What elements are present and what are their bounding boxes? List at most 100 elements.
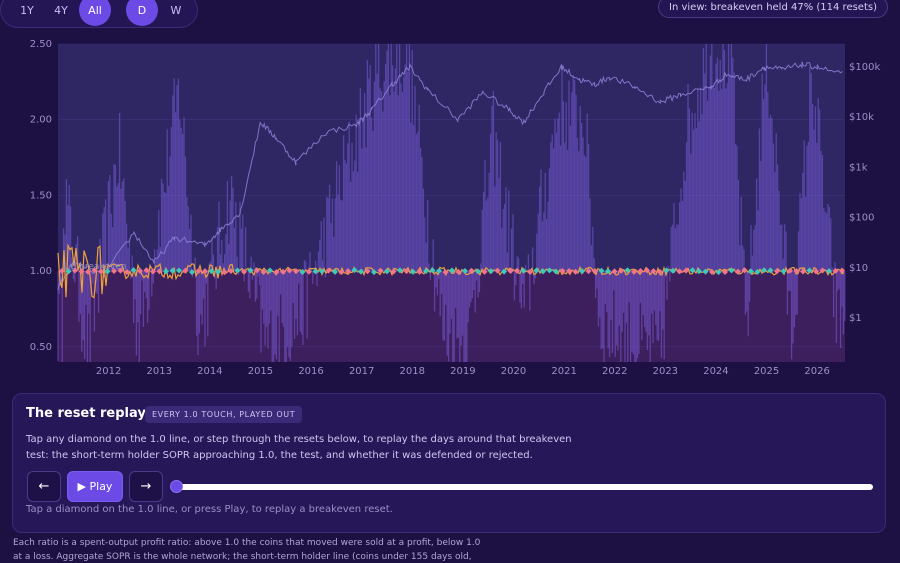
reset-diamond	[631, 268, 637, 275]
reset-diamond	[806, 267, 813, 274]
reset-diamond	[176, 267, 182, 274]
reset-diamond	[189, 269, 195, 276]
reset-diamond	[650, 268, 657, 275]
reset-replay-panel: The reset replay EVERY 1.0 TOUCH, PLAYED…	[12, 393, 886, 533]
reset-diamond	[702, 268, 709, 275]
reset-diamond	[728, 267, 735, 274]
breakeven-label: 1.0 breakeven	[62, 262, 126, 272]
reset-diamond	[280, 268, 286, 275]
reset-diamond	[332, 268, 338, 275]
reset-diamond	[637, 267, 644, 274]
range-all-button[interactable]: All	[79, 0, 111, 26]
reset-diamond	[722, 269, 728, 276]
reset-diamond	[429, 267, 436, 274]
price-tick-label: $100	[849, 213, 874, 224]
sopr-chart: 2.50 2.00 1.50 1.00 0.50 $100k $10k $1k $100 $10…	[0, 34, 900, 384]
reset-diamond	[689, 267, 696, 274]
reset-diamond	[813, 268, 819, 275]
reset-diamond	[143, 267, 150, 274]
range-selector: 1Y 4Y All	[0, 0, 198, 28]
reset-diamond	[761, 267, 767, 274]
period-weekly-button[interactable]: W	[170, 3, 182, 17]
in-view-summary-badge: In view: breakeven held 47% (114 resets)	[658, 0, 888, 18]
reset-diamond	[514, 267, 520, 274]
range-1y-button[interactable]: 1Y	[20, 3, 34, 17]
x-tick-label: 2015	[248, 366, 273, 377]
reset-diamond	[592, 268, 598, 275]
x-tick-label: 2013	[146, 366, 171, 377]
reset-diamond	[611, 268, 618, 275]
reset-diamond	[767, 267, 774, 274]
y-tick-label: 1.00	[30, 266, 52, 277]
price-tick-label: $10	[849, 263, 868, 274]
reset-diamond	[533, 267, 540, 274]
reset-diamond	[130, 267, 137, 274]
reset-diamond	[390, 268, 397, 275]
replay-title: The reset replay	[26, 406, 146, 421]
reset-diamond	[312, 268, 319, 275]
reset-diamond	[117, 267, 124, 274]
reset-diamond	[468, 267, 475, 274]
replay-slider-thumb[interactable]	[170, 480, 183, 493]
price-tick-label: $1k	[849, 162, 868, 173]
reset-diamond	[754, 268, 761, 275]
reset-diamond	[59, 268, 65, 275]
reset-diamond	[98, 268, 104, 275]
reset-diamond	[254, 267, 260, 274]
sopr-chart-svg: 2.502.001.501.000.50 $100k$10k$1k$100$10…	[30, 39, 881, 377]
reset-diamond	[787, 267, 793, 274]
right-axis-ticks: $100k $10k $1k $100 $10 $1	[849, 62, 880, 324]
y-tick-label: 2.00	[30, 115, 52, 126]
reset-diamond	[325, 267, 332, 274]
reset-diamond	[696, 268, 702, 275]
reset-diamond	[397, 267, 403, 274]
x-tick-label: 2017	[349, 366, 374, 377]
reset-diamond	[520, 267, 527, 274]
previous-reset-button[interactable]: ←	[27, 471, 61, 502]
reset-diamond	[540, 268, 546, 275]
range-4y-button[interactable]: 4Y	[54, 3, 68, 17]
play-button[interactable]: ▶ Play	[67, 471, 123, 502]
reset-diamond	[683, 267, 689, 274]
next-reset-button[interactable]: →	[129, 471, 163, 502]
reset-diamond	[488, 268, 494, 275]
reset-diamond	[267, 267, 273, 274]
price-tick-label: $1	[849, 313, 862, 324]
reset-diamond	[800, 268, 806, 275]
reset-diamond	[111, 268, 117, 275]
period-daily-button[interactable]: D	[126, 0, 158, 26]
reset-diamond	[676, 268, 683, 275]
y-tick-label: 1.50	[30, 190, 52, 201]
reset-diamond	[579, 268, 585, 275]
reset-diamond	[832, 267, 839, 274]
x-tick-label: 2016	[298, 366, 323, 377]
reset-diamond	[546, 267, 553, 274]
x-tick-label: 2012	[96, 366, 121, 377]
reset-diamond	[91, 267, 98, 274]
reset-diamond	[709, 269, 715, 276]
replay-slider-track[interactable]	[173, 484, 873, 490]
x-tick-label: 2025	[754, 366, 779, 377]
reset-diamond	[228, 268, 234, 275]
period-selector: D W	[122, 0, 198, 28]
reset-diamond	[455, 268, 462, 275]
reset-diamond	[449, 267, 455, 274]
reset-diamond	[559, 267, 566, 274]
reset-diamond	[819, 267, 826, 274]
top-bar: 1Y 4Y All D W In view: breakeven held 47…	[0, 0, 900, 32]
reset-diamond	[663, 267, 670, 274]
reset-diamond	[494, 267, 501, 274]
reset-diamond	[715, 269, 722, 276]
methodology-footnote: Each ratio is a spent-output profit rati…	[13, 538, 481, 562]
reset-diamond	[527, 268, 533, 275]
price-line	[57, 61, 843, 291]
x-tick-label: 2026	[804, 366, 829, 377]
reset-diamond	[618, 267, 624, 274]
reset-diamond	[202, 268, 208, 275]
reset-diamond	[351, 267, 358, 274]
x-tick-label: 2022	[602, 366, 627, 377]
x-tick-label: 2024	[703, 366, 728, 377]
reset-diamond	[416, 268, 423, 275]
reset-diamond	[221, 269, 228, 276]
replay-description: Tap any diamond on the 1.0 line, or step…	[26, 434, 572, 461]
